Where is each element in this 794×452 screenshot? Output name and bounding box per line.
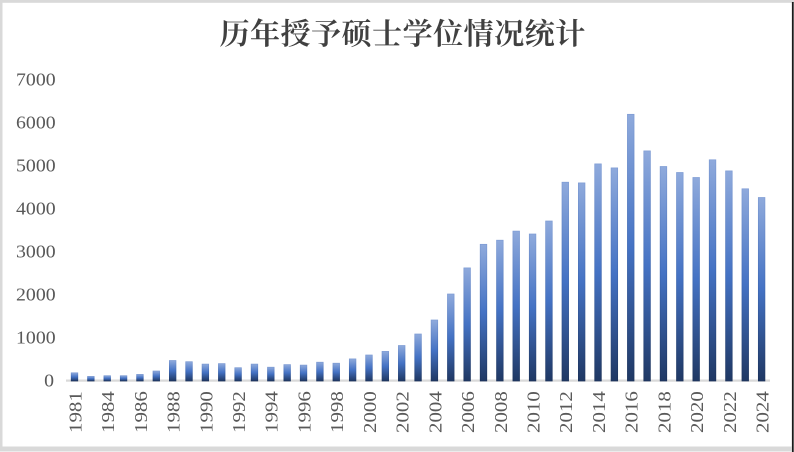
svg-text:5000: 5000 <box>16 156 56 176</box>
svg-text:2000: 2000 <box>361 391 380 433</box>
svg-text:7000: 7000 <box>16 70 56 90</box>
svg-text:0: 0 <box>44 371 54 391</box>
svg-text:4000: 4000 <box>16 199 56 219</box>
svg-text:2006: 2006 <box>459 391 478 433</box>
svg-text:1986: 1986 <box>132 391 151 433</box>
svg-text:2002: 2002 <box>394 391 413 433</box>
svg-text:2020: 2020 <box>688 391 707 433</box>
svg-text:1990: 1990 <box>198 391 217 433</box>
svg-text:1992: 1992 <box>230 391 249 433</box>
svg-text:6000: 6000 <box>16 113 56 133</box>
svg-text:2022: 2022 <box>721 391 740 433</box>
svg-text:2010: 2010 <box>525 391 544 433</box>
svg-text:1988: 1988 <box>165 391 184 433</box>
svg-text:2004: 2004 <box>427 391 446 433</box>
svg-text:2008: 2008 <box>492 391 511 433</box>
svg-text:1998: 1998 <box>328 391 347 433</box>
svg-text:3000: 3000 <box>16 242 56 262</box>
svg-text:1981: 1981 <box>67 391 86 433</box>
svg-text:2012: 2012 <box>557 391 576 433</box>
svg-text:2016: 2016 <box>623 391 642 433</box>
svg-text:1996: 1996 <box>296 391 315 433</box>
svg-text:2000: 2000 <box>16 285 56 305</box>
svg-text:2024: 2024 <box>754 391 773 433</box>
svg-text:1000: 1000 <box>16 328 56 348</box>
svg-text:2014: 2014 <box>590 391 609 433</box>
svg-text:2018: 2018 <box>656 391 675 433</box>
svg-text:1994: 1994 <box>263 391 282 433</box>
svg-text:1984: 1984 <box>99 391 118 433</box>
